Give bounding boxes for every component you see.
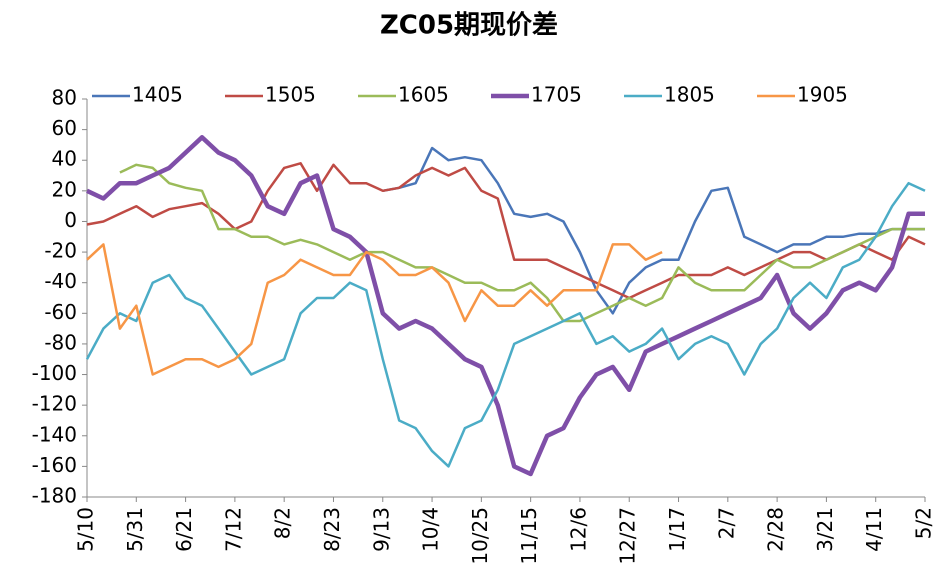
y-tick-label: 0	[64, 208, 77, 232]
x-tick-label: 5/31	[123, 507, 147, 552]
x-tick-label: 4/11	[862, 507, 886, 552]
legend-label: 1705	[531, 83, 582, 107]
x-tick-label: 10/4	[419, 507, 443, 552]
x-tick-label: 2/7	[714, 507, 738, 539]
legend-label: 1405	[132, 83, 183, 107]
y-tick-label: 60	[52, 116, 77, 140]
x-tick-label: 6/21	[172, 507, 196, 552]
x-tick-label: 3/21	[813, 507, 837, 552]
y-tick-label: -80	[44, 330, 77, 354]
legend-label: 1505	[265, 83, 316, 107]
chart-title: ZC05期现价差	[380, 10, 558, 41]
y-tick-label: -40	[44, 269, 77, 293]
legend-label: 1605	[398, 83, 449, 107]
series-line	[86, 135, 925, 477]
x-tick-label: 7/12	[221, 507, 245, 552]
series-line	[382, 146, 925, 315]
series-line	[119, 163, 925, 323]
series-line	[86, 243, 663, 376]
x-tick-label: 8/23	[320, 507, 344, 552]
legend-label: 1905	[797, 83, 848, 107]
y-tick-label: -120	[32, 392, 77, 416]
y-tick-label: 80	[52, 86, 77, 110]
series-line	[85, 181, 926, 468]
series-line	[86, 162, 926, 300]
x-tick-label: 8/2	[271, 507, 295, 539]
x-tick-label: 5/10	[74, 507, 98, 552]
y-tick-label: -180	[32, 484, 77, 508]
y-tick-label: 40	[52, 147, 77, 171]
x-tick-label: 9/13	[369, 507, 393, 552]
legend-label: 1805	[664, 83, 715, 107]
x-tick-label: 5/2	[912, 507, 936, 539]
x-tick-label: 10/25	[468, 507, 492, 565]
y-tick-label: -160	[32, 453, 77, 477]
x-tick-label: 1/17	[665, 507, 689, 552]
y-tick-label: -60	[44, 300, 77, 324]
y-tick-label: 20	[52, 177, 77, 201]
x-tick-label: 12/27	[616, 507, 640, 565]
y-tick-label: -20	[44, 239, 77, 263]
y-tick-label: -140	[32, 422, 77, 446]
x-tick-label: 11/15	[517, 507, 541, 565]
y-tick-label: -100	[32, 361, 77, 385]
x-tick-label: 2/28	[764, 507, 788, 552]
x-tick-label: 12/6	[566, 507, 590, 552]
